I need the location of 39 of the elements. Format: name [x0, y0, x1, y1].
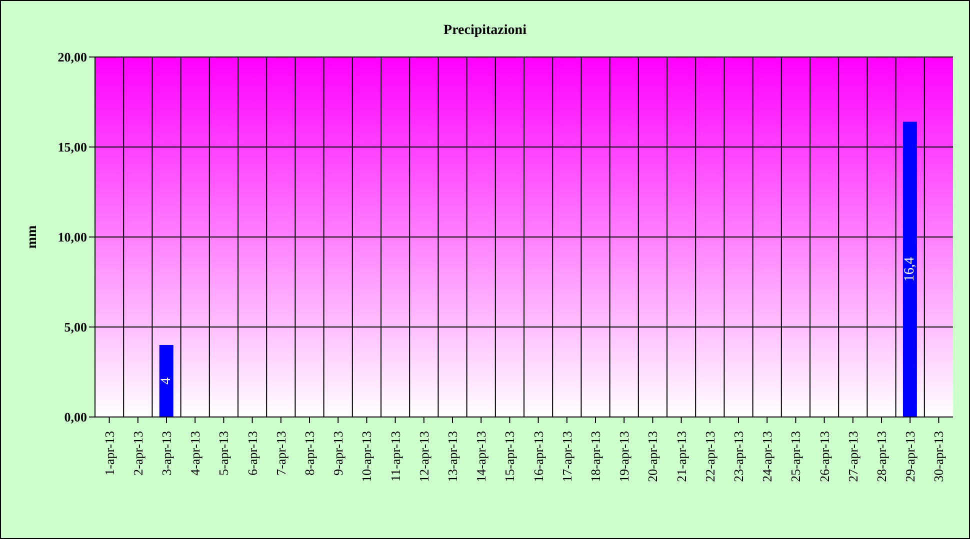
x-tick-label: 19-apr-13 — [616, 431, 632, 482]
x-tick-label: 18-apr-13 — [588, 431, 603, 482]
data-label: 4 — [158, 378, 174, 384]
x-tick-label: 11-apr-13 — [388, 431, 403, 482]
y-tick-label: 0,00 — [64, 410, 87, 425]
x-tick-label: 10-apr-13 — [359, 431, 374, 482]
x-tick-label: 28-apr-13 — [874, 431, 889, 482]
x-tick-label: 9-apr-13 — [330, 431, 346, 476]
x-tick-label: 8-apr-13 — [302, 431, 317, 476]
chart-title: Precipitazioni — [442, 23, 528, 39]
x-tick-label: 4-apr-13 — [188, 431, 203, 476]
x-tick-label: 15-apr-13 — [502, 431, 518, 482]
x-tick-label: 24-apr-13 — [760, 431, 775, 482]
x-tick-label: 16-apr-13 — [530, 431, 546, 482]
x-tick-label: 17-apr-13 — [559, 431, 574, 482]
y-tick-label: 10,00 — [58, 230, 87, 245]
data-label: 16,4 — [902, 257, 918, 282]
x-tick-label: 2-apr-13 — [130, 431, 146, 476]
x-tick-label: 7-apr-13 — [273, 431, 288, 476]
x-tick-label: 12-apr-13 — [416, 431, 432, 482]
x-tick-label: 21-apr-13 — [674, 431, 689, 482]
x-tick-label: 5-apr-13 — [216, 431, 232, 476]
y-tick-label: 15,00 — [58, 140, 87, 155]
x-tick-label: 25-apr-13 — [788, 431, 804, 482]
y-tick-label: 20,00 — [58, 50, 87, 65]
x-tick-label: 6-apr-13 — [244, 431, 260, 476]
x-tick-label: 29-apr-13 — [902, 431, 918, 482]
x-tick-label: 23-apr-13 — [731, 431, 746, 482]
y-axis-title: mm — [24, 225, 40, 249]
x-tick-label: 14-apr-13 — [474, 431, 489, 482]
x-tick-label: 3-apr-13 — [159, 431, 174, 476]
x-tick-label: 22-apr-13 — [702, 431, 718, 482]
x-tick-label: 13-apr-13 — [445, 431, 460, 482]
x-tick-label: 30-apr-13 — [931, 431, 946, 482]
y-tick-label: 5,00 — [64, 320, 87, 335]
x-tick-label: 26-apr-13 — [816, 431, 832, 482]
x-tick-label: 1-apr-13 — [102, 431, 117, 476]
x-tick-label: 20-apr-13 — [645, 431, 660, 482]
x-tick-label: 27-apr-13 — [845, 431, 860, 482]
